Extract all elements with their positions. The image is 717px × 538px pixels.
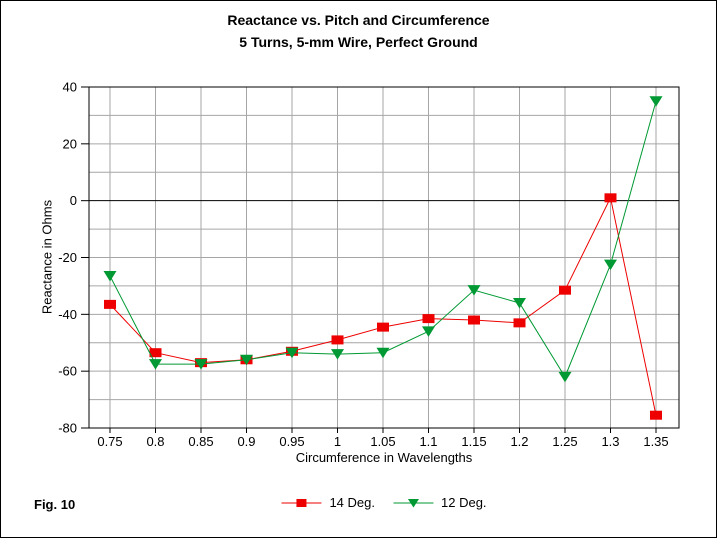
- y-tick-label: 0: [70, 193, 77, 208]
- x-tick-label: 1.3: [601, 434, 619, 449]
- data-point-marker: [467, 285, 481, 296]
- square-marker-icon: [281, 498, 322, 507]
- chart-title-line1: Reactance vs. Pitch and Circumference: [227, 12, 490, 28]
- y-axis-title: Reactance in Ohms: [39, 199, 55, 315]
- chart-title-line2: 5 Turns, 5-mm Wire, Perfect Ground: [239, 34, 478, 50]
- x-tick-label: 1.15: [461, 434, 486, 449]
- y-tick-label: -80: [58, 421, 77, 436]
- y-tick-label: 40: [63, 80, 77, 95]
- data-point-marker: [104, 299, 116, 309]
- data-point-marker: [422, 314, 435, 324]
- x-tick-label: 0.75: [97, 434, 122, 449]
- data-point-marker: [468, 315, 480, 325]
- x-tick-label: 1.35: [643, 434, 668, 449]
- data-point-marker: [604, 193, 617, 203]
- y-tick-label: 20: [63, 136, 77, 151]
- data-point-marker: [240, 354, 253, 366]
- x-tick-label: 1: [334, 434, 341, 449]
- data-point-marker: [604, 259, 617, 271]
- series-12-deg: [103, 96, 663, 383]
- x-tick-label: 1.25: [552, 434, 577, 449]
- y-tick-label: -60: [58, 364, 77, 379]
- legend: 14 Deg. 12 Deg.: [281, 495, 487, 510]
- x-tick-label: 1.2: [510, 434, 528, 449]
- data-point-marker: [558, 371, 572, 383]
- data-point-marker: [377, 322, 389, 332]
- chart-title: Reactance vs. Pitch and Circumference 5 …: [1, 9, 716, 53]
- data-point-marker: [650, 410, 662, 420]
- triangle-down-marker-icon: [393, 498, 433, 507]
- x-tick-label: 1.1: [419, 434, 437, 449]
- data-point-marker: [513, 297, 526, 309]
- figure-caption: Fig. 10: [34, 497, 76, 512]
- y-axis: 40 20 0 -20 -40 -60 -80: [58, 80, 89, 436]
- x-tick-label: 0.9: [237, 434, 255, 449]
- data-point-marker: [149, 348, 162, 358]
- gridlines: [89, 87, 679, 428]
- data-point-marker: [331, 335, 344, 345]
- x-tick-label: 0.85: [188, 434, 213, 449]
- data-point-marker: [331, 349, 344, 360]
- data-point-marker: [513, 318, 526, 328]
- data-point-marker: [149, 359, 162, 370]
- x-tick-label: 0.95: [279, 434, 304, 449]
- data-point-marker: [422, 326, 435, 337]
- data-point-marker: [559, 285, 571, 295]
- data-point-marker: [376, 347, 390, 359]
- data-point-marker: [285, 347, 299, 359]
- legend-item-12-deg: 12 Deg.: [393, 495, 487, 510]
- y-tick-label: -20: [58, 250, 77, 265]
- x-tick-label: 1.05: [370, 434, 395, 449]
- y-tick-label: -40: [58, 307, 77, 322]
- legend-label-12-deg: 12 Deg.: [441, 495, 487, 510]
- data-point-marker: [103, 270, 117, 282]
- x-axis-title: Circumference in Wavelengths: [295, 450, 473, 465]
- x-tick-label: 0.8: [146, 434, 164, 449]
- x-axis: 0.75 0.8 0.85 0.9 0.95 1 1.05 1.1 1.15 1.2 1.25 1.3…: [97, 428, 669, 449]
- data-point-marker: [649, 96, 663, 107]
- data-point-marker: [194, 359, 208, 370]
- legend-item-14-deg: 14 Deg.: [281, 495, 375, 510]
- legend-label-14-deg: 14 Deg.: [329, 495, 375, 510]
